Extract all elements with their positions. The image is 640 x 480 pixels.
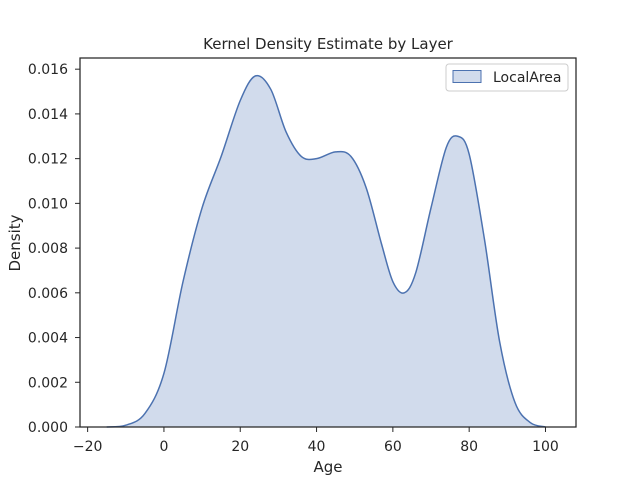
density-area-0 <box>106 75 546 427</box>
y-tick-label: 0.004 <box>28 331 68 347</box>
y-tick-label: 0.006 <box>28 286 68 302</box>
x-tick-label: 60 <box>384 439 402 455</box>
chart-title: Kernel Density Estimate by Layer <box>203 35 454 53</box>
x-axis-ticks: −20 0 20 40 60 80 100 <box>73 427 559 455</box>
x-tick-label: 20 <box>231 439 249 455</box>
y-axis-label: Density <box>6 214 24 271</box>
plot-frame <box>79 57 577 428</box>
y-tick-label: 0.000 <box>28 420 68 436</box>
y-axis-ticks: 0.000 0.002 0.004 0.006 0.008 0.010 0.012 0.014… <box>28 62 80 436</box>
x-tick-label: 40 <box>308 439 326 455</box>
y-tick-label: 0.002 <box>28 375 68 391</box>
y-tick-label: 0.012 <box>28 152 68 168</box>
y-tick-label: 0.008 <box>28 241 68 257</box>
legend-swatch <box>452 70 482 83</box>
x-tick-label: 80 <box>460 439 478 455</box>
plot-area <box>106 74 546 428</box>
x-tick-label: 0 <box>159 439 168 455</box>
density-line-0 <box>106 74 546 428</box>
legend: LocalArea <box>445 63 569 92</box>
y-tick-label: 0.016 <box>28 62 68 78</box>
y-tick-label: 0.010 <box>28 196 68 212</box>
legend-label: LocalArea <box>493 70 562 86</box>
y-tick-label: 0.014 <box>28 107 68 123</box>
x-axis-label: Age <box>313 458 342 476</box>
x-tick-label: −20 <box>73 439 103 455</box>
x-tick-label: 100 <box>532 439 559 455</box>
